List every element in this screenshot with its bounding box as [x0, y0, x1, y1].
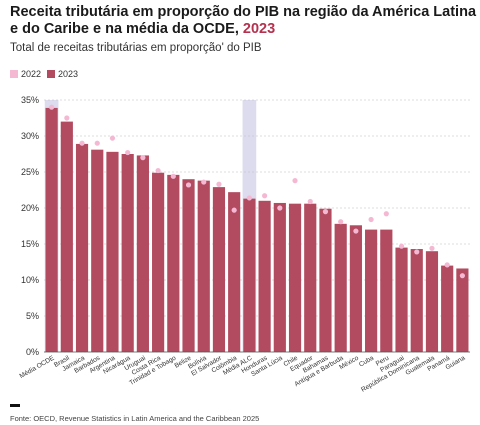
point-2022: [216, 181, 222, 187]
bar-2023: [45, 107, 58, 352]
bar-2023: [304, 203, 317, 352]
point-2022: [262, 193, 268, 199]
bar-2023: [258, 200, 271, 352]
point-2022: [231, 207, 237, 213]
legend-swatch-2023: [47, 70, 56, 78]
bar-2023: [410, 249, 423, 352]
point-2022: [459, 273, 465, 279]
bar-2023: [167, 174, 180, 352]
x-tick-label: Média OCDE: [18, 354, 56, 380]
point-2022: [109, 135, 116, 141]
bar-2023: [349, 225, 362, 352]
legend-item-2023: 2023: [47, 69, 78, 79]
chart-title-year: 2023: [242, 21, 276, 37]
bar-2023: [365, 229, 378, 352]
legend-swatch-2022: [10, 70, 18, 78]
point-2022: [429, 245, 435, 251]
point-2022: [398, 243, 405, 249]
point-2022: [444, 262, 450, 268]
chart-title-text: Receita tributária em proporção do PIB n…: [10, 4, 477, 37]
bar-2023: [212, 187, 226, 352]
point-2022: [307, 198, 313, 205]
bar-2023: [152, 172, 165, 352]
bar-2023: [380, 229, 393, 352]
y-tick-label: 5%: [26, 311, 39, 321]
x-tick-label: Cuba: [358, 355, 375, 369]
point-2022: [383, 211, 389, 217]
bar-2023: [319, 208, 332, 352]
bar-2023: [91, 149, 104, 352]
chart-title: Receita tributária em proporção do PIB n…: [10, 4, 476, 38]
bar-2023: [273, 202, 286, 352]
point-2022: [64, 115, 70, 121]
bar-2023: [395, 247, 408, 352]
y-tick-label: 25%: [21, 167, 39, 177]
y-tick-label: 15%: [21, 239, 39, 249]
point-2022: [49, 104, 55, 110]
chart-subtitle: Total de receitas tributárias em proporç…: [10, 42, 262, 54]
y-tick-label: 35%: [21, 95, 39, 105]
point-2022: [277, 205, 283, 211]
point-2022: [338, 219, 344, 225]
point-2022: [125, 149, 131, 156]
bar-2023: [228, 192, 241, 352]
bar-2023: [106, 151, 119, 352]
y-tick-label: 30%: [21, 131, 39, 141]
point-2022: [79, 140, 85, 146]
y-tick-label: 0%: [26, 347, 39, 357]
point-2022: [94, 140, 100, 146]
point-2022: [292, 178, 298, 184]
y-tick-label: 10%: [21, 275, 39, 285]
chart-legend: 2022 2023: [10, 69, 78, 79]
bar-2023: [288, 203, 302, 352]
point-2022: [368, 216, 374, 223]
point-2022: [322, 209, 329, 215]
bar-2023: [136, 155, 149, 352]
bar-2023: [456, 268, 469, 352]
bar-2023: [243, 198, 256, 352]
legend-item-2022: 2022: [10, 69, 41, 79]
point-2022: [185, 182, 192, 188]
point-2022: [353, 228, 359, 234]
bar-2023: [425, 251, 439, 352]
point-2022: [201, 179, 207, 185]
bar-2023: [121, 154, 134, 352]
y-tick-label: 20%: [21, 203, 39, 213]
bar-2023: [75, 143, 89, 352]
legend-label-2023: 2023: [58, 69, 79, 79]
point-2022: [414, 249, 420, 255]
bar-2023: [441, 265, 454, 352]
bar-2023: [197, 180, 210, 352]
point-2022: [170, 173, 176, 179]
footer-dash: [10, 404, 20, 407]
point-2022: [155, 167, 161, 174]
bar-2023: [334, 223, 347, 352]
point-2022: [246, 195, 252, 201]
source-note: Fonte: OECD, Revenue Statistics in Latin…: [10, 414, 260, 423]
point-2022: [140, 155, 146, 161]
bar-2023: [182, 179, 195, 352]
legend-label-2022: 2022: [21, 69, 42, 79]
bar-2023: [60, 121, 73, 352]
